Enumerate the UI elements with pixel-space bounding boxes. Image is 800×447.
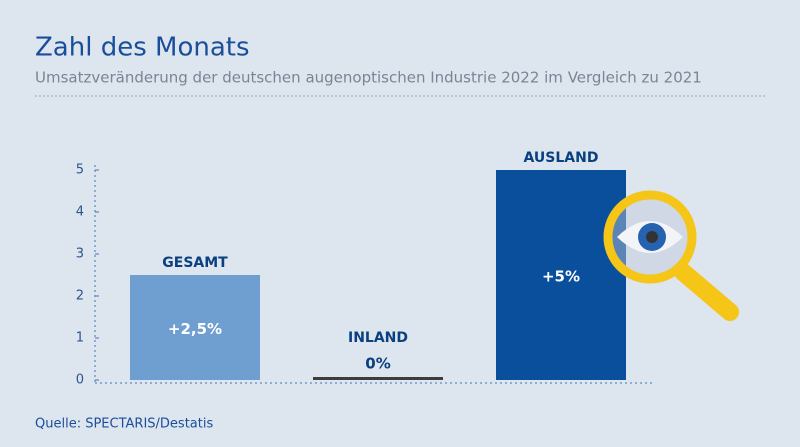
category-label: AUSLAND (524, 150, 599, 166)
y-tick-label: 1 (76, 331, 84, 346)
magnifier-icon (603, 190, 739, 321)
bar (130, 275, 260, 380)
bar (496, 170, 626, 380)
y-tick-label: 0 (76, 373, 84, 388)
source-note: Quelle: SPECTARIS/Destatis (35, 417, 213, 432)
y-tick-label: 4 (76, 205, 84, 220)
category-label: INLAND (348, 330, 408, 346)
bar (313, 377, 443, 380)
value-label: 0% (365, 355, 390, 373)
value-label: +5% (542, 268, 580, 286)
y-tick-label: 3 (76, 247, 84, 262)
value-label: +2,5% (168, 320, 222, 338)
y-tick-label: 5 (76, 163, 84, 178)
chart-subtitle: Umsatzveränderung der deutschen augenopt… (35, 69, 702, 87)
category-label: GESAMT (162, 255, 228, 271)
marks: 0 1 2 3 4 5 +2,5% GESAMT 0% INLAND +5% AUSLAND (76, 150, 626, 388)
y-tick-label: 2 (76, 289, 84, 304)
chart-title: Zahl des Monats (35, 33, 250, 63)
